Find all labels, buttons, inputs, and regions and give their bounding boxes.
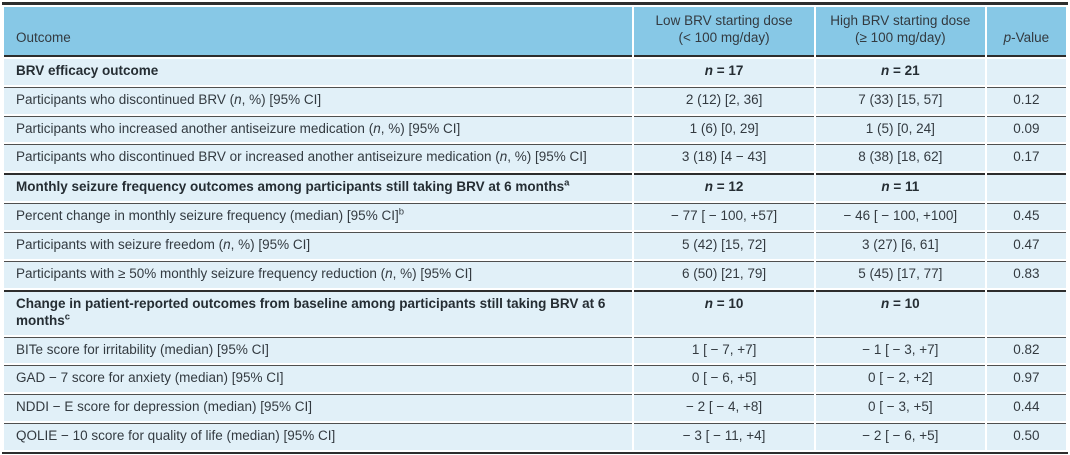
- low-dose-cell: 5 (42) [15, 72]: [634, 232, 814, 259]
- outcome-cell: GAD − 7 score for anxiety (median) [95% …: [4, 365, 633, 393]
- p-value-cell: 0.47: [986, 232, 1066, 259]
- low-dose-cell: − 3 [ − 11, +4]: [634, 423, 814, 450]
- low-dose-cell: 1 [ − 7, +7]: [634, 336, 814, 364]
- outcome-cell: Participants who discontinued BRV or inc…: [4, 144, 633, 172]
- p-value-cell: 0.44: [986, 394, 1066, 422]
- low-dose-cell: − 77 [ − 100, +57]: [634, 203, 814, 230]
- table-row: Participants with seizure freedom (n, %)…: [4, 232, 1066, 259]
- column-header-low-dose: Low BRV starting dose (< 100 mg/day): [634, 7, 814, 57]
- low-dose-cell: − 2 [ − 4, +8]: [634, 394, 814, 422]
- high-dose-cell: 1 (5) [0, 24]: [815, 115, 985, 143]
- p-value-cell: 0.09: [986, 115, 1066, 143]
- header-row: Outcome Low BRV starting dose (< 100 mg/…: [4, 7, 1066, 57]
- table-row: Percent change in monthly seizure freque…: [4, 203, 1066, 230]
- low-dose-cell: n = 12: [634, 173, 814, 202]
- low-dose-cell: 2 (12) [2, 36]: [634, 86, 814, 114]
- low-dose-header-line2: (< 100 mg/day): [678, 29, 770, 45]
- outcome-cell: NDDI − E score for depression (median) […: [4, 394, 633, 422]
- high-dose-cell: 3 (27) [6, 61]: [815, 232, 985, 259]
- high-dose-cell: n = 11: [815, 173, 985, 202]
- high-dose-cell: n = 21: [815, 58, 985, 85]
- table-row: GAD − 7 score for anxiety (median) [95% …: [4, 365, 1066, 393]
- p-value-cell: 0.17: [986, 144, 1066, 172]
- outcome-cell: Change in patient-reported outcomes from…: [4, 289, 633, 335]
- high-dose-cell: − 46 [ − 100, +100]: [815, 203, 985, 230]
- p-value-cell: 0.45: [986, 203, 1066, 230]
- high-dose-cell: 8 (38) [18, 62]: [815, 144, 985, 172]
- table-body: BRV efficacy outcome n = 17 n = 21 Particip…: [4, 58, 1066, 450]
- p-value-cell: 0.83: [986, 260, 1066, 288]
- column-header-high-dose: High BRV starting dose (≥ 100 mg/day): [815, 7, 985, 57]
- p-value-cell: 0.82: [986, 336, 1066, 364]
- low-dose-cell: n = 10: [634, 289, 814, 335]
- outcome-cell: BITe score for irritability (median) [95…: [4, 336, 633, 364]
- high-dose-header-line1: High BRV starting dose: [830, 13, 971, 28]
- outcome-cell: Participants with ≥ 50% monthly seizure …: [4, 260, 633, 288]
- high-dose-cell: − 2 [ − 6, +5]: [815, 423, 985, 450]
- outcome-cell: Participants with seizure freedom (n, %)…: [4, 232, 633, 259]
- low-dose-cell: 1 (6) [0, 29]: [634, 115, 814, 143]
- section-row: BRV efficacy outcome n = 17 n = 21: [4, 58, 1066, 85]
- low-dose-cell: 0 [ − 6, +5]: [634, 365, 814, 393]
- table-header: Outcome Low BRV starting dose (< 100 mg/…: [4, 7, 1066, 57]
- outcome-cell: Percent change in monthly seizure freque…: [4, 203, 633, 230]
- section-row: Change in patient-reported outcomes from…: [4, 289, 1066, 335]
- low-dose-cell: n = 17: [634, 58, 814, 85]
- low-dose-header-line1: Low BRV starting dose: [655, 13, 793, 28]
- column-header-p-value: p-Value: [986, 7, 1066, 57]
- p-value-cell: 0.50: [986, 423, 1066, 450]
- high-dose-cell: 7 (33) [15, 57]: [815, 86, 985, 114]
- high-dose-header-line2: (≥ 100 mg/day): [854, 29, 946, 45]
- low-dose-cell: 3 (18) [4 − 43]: [634, 144, 814, 172]
- table-row: Participants who discontinued BRV (n, %)…: [4, 86, 1066, 114]
- high-dose-cell: − 1 [ − 3, +7]: [815, 336, 985, 364]
- high-dose-cell: 5 (45) [17, 77]: [815, 260, 985, 288]
- outcome-cell: BRV efficacy outcome: [4, 58, 633, 85]
- p-value-cell: 0.97: [986, 365, 1066, 393]
- table-row: Participants who increased another antis…: [4, 115, 1066, 143]
- table-row: QOLIE − 10 score for quality of life (me…: [4, 423, 1066, 450]
- p-value-cell: [986, 58, 1066, 85]
- table-row: NDDI − E score for depression (median) […: [4, 394, 1066, 422]
- high-dose-cell: n = 10: [815, 289, 985, 335]
- outcome-cell: QOLIE − 10 score for quality of life (me…: [4, 423, 633, 450]
- low-dose-cell: 6 (50) [21, 79]: [634, 260, 814, 288]
- column-header-outcome: Outcome: [4, 7, 633, 57]
- high-dose-cell: 0 [ − 3, +5]: [815, 394, 985, 422]
- outcome-cell: Participants who increased another antis…: [4, 115, 633, 143]
- p-value-cell: 0.12: [986, 86, 1066, 114]
- table-row: BITe score for irritability (median) [95…: [4, 336, 1066, 364]
- table-row: Participants with ≥ 50% monthly seizure …: [4, 260, 1066, 288]
- high-dose-cell: 0 [ − 2, +2]: [815, 365, 985, 393]
- p-value-cell: [986, 173, 1066, 202]
- outcome-cell: Monthly seizure frequency outcomes among…: [4, 173, 633, 202]
- section-row: Monthly seizure frequency outcomes among…: [4, 173, 1066, 202]
- table-row: Participants who discontinued BRV or inc…: [4, 144, 1066, 172]
- p-value-cell: [986, 289, 1066, 335]
- outcome-cell: Participants who discontinued BRV (n, %)…: [4, 86, 633, 114]
